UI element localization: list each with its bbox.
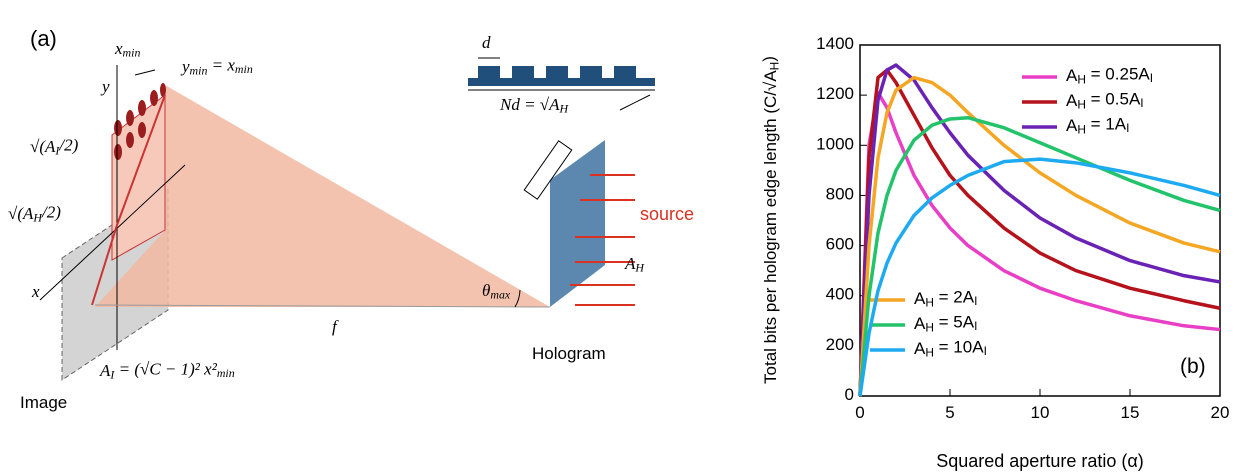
label: Nd = √AH​ [499,95,570,115]
callout [620,95,650,110]
label: y [100,77,110,96]
y-tick-label: 1400 [816,34,854,53]
label: d [482,33,491,52]
x-tick-label: 15 [1121,403,1140,422]
grating [468,66,655,86]
label: x [31,282,40,301]
y-tick-label: 200 [826,335,854,354]
x-tick-label: 5 [945,403,954,422]
label: √(AI​/2) [30,135,79,157]
legend-label: AH​ = 0.5AI​ [1066,90,1144,112]
legend-label: AH​ = 1AI​ [1066,115,1129,137]
legend-label: AH​ = 0.25AI​ [1066,65,1153,87]
legend-label: AH​ = 2AI​ [914,288,977,310]
label: xmin​ [114,39,140,59]
panel-a: (a) [30,26,57,51]
label: Image [20,393,67,412]
label: √(AH​/2) [8,202,61,224]
y-axis-label: Total bits per hologram edge length (C/√… [760,56,782,384]
label: ymin​ = xmin​ [180,55,253,77]
label: Hologram [532,344,606,363]
x-axis-label: Squared aperture ratio (α) [936,451,1144,471]
page: (a) xmin​ ymin​ = xmin​ y x √(AI​/2) √(A… [0,0,1247,476]
label: source [640,204,694,224]
label: AI​ = (√C − 1)² x²min​ [99,359,235,381]
figure: (a) xmin​ ymin​ = xmin​ y x √(AI​/2) √(A… [0,0,1247,476]
y-tick-label: 600 [826,235,854,254]
x-tick-label: 10 [1031,403,1050,422]
legend-label: AH​ = 5AI​ [914,313,977,335]
y-tick-label: 400 [826,285,854,304]
hologram-plate [550,140,605,307]
xmin-bracket [135,70,155,75]
legend-label: AH​ = 10AI​ [914,338,987,360]
x-tick-label: 0 [855,403,864,422]
label: AH​ [624,254,645,274]
x-tick-label: 20 [1211,403,1230,422]
diagram: (a) xmin​ ymin​ = xmin​ y x √(AI​/2) √(A… [8,26,694,413]
y-tick-label: 1200 [816,85,854,104]
y-tick-label: 1000 [816,135,854,154]
label: f [332,317,339,336]
panel-b: (b) [1180,355,1206,378]
y-tick-label: 0 [845,385,854,404]
y-tick-label: 800 [826,185,854,204]
